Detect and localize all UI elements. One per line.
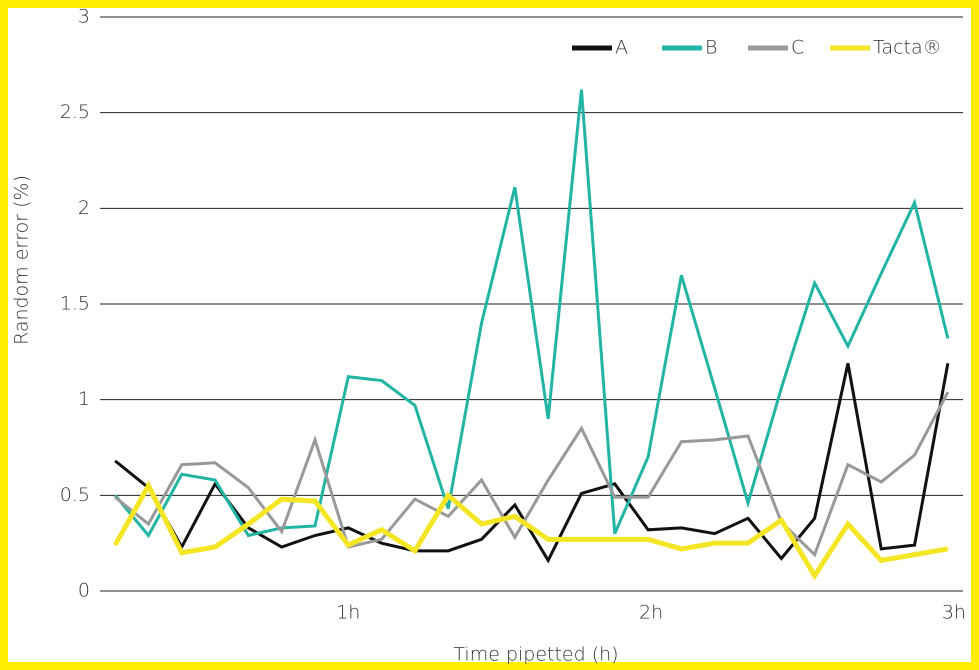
y-tick-label: 2 — [78, 197, 90, 219]
y-tick-label: 1.5 — [60, 293, 90, 315]
series-line — [113, 89, 950, 539]
legend-label: B — [705, 37, 717, 59]
x-tick-label: 2h — [639, 602, 663, 624]
y-axis-title: Random error (%) — [11, 175, 33, 345]
y-tick-label: 2.5 — [60, 101, 90, 123]
y-tick-label: 0 — [78, 580, 90, 602]
series-line — [112, 480, 949, 581]
x-tick-label: 1h — [336, 602, 360, 624]
x-tick-label: 3h — [942, 602, 966, 624]
y-tick-label: 1 — [78, 388, 90, 410]
series-line — [114, 362, 950, 564]
legend-label: A — [615, 37, 628, 59]
y-tick-label: 3 — [78, 6, 90, 28]
legend-label: C — [791, 37, 804, 59]
x-axis-title: Time pipetted (h) — [453, 644, 618, 666]
series-line — [114, 391, 950, 558]
y-tick-label: 0.5 — [60, 484, 90, 506]
legend-label: Tacta® — [873, 37, 942, 59]
